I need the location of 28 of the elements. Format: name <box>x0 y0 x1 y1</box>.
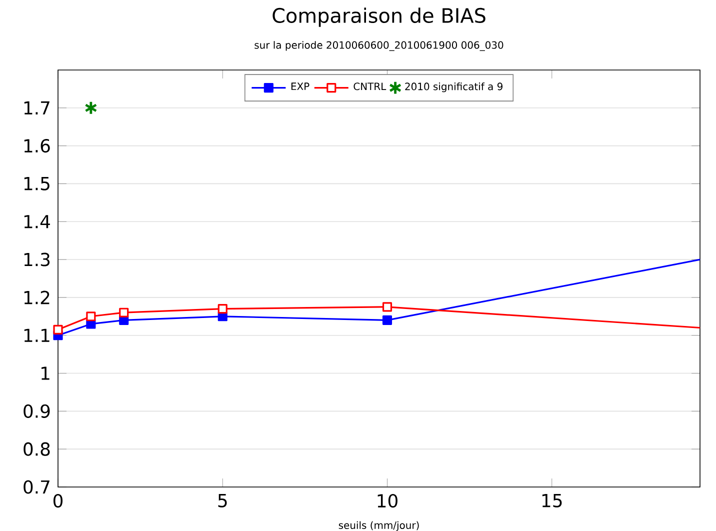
legend-label: 2010 significatif a 9 <box>405 82 502 92</box>
y-tick-label: 1.3 <box>24 252 50 266</box>
y-tick-label: 1.7 <box>24 101 50 114</box>
y-tick-label: 1.6 <box>24 139 50 153</box>
point <box>86 312 96 322</box>
chart-subtitle: sur la periode 2010060600_2010061900 006_030 <box>254 41 504 51</box>
legend-label: CNTRL <box>354 82 386 90</box>
point <box>84 100 98 116</box>
y-tick-label: 1.5 <box>24 177 50 190</box>
x-tick-label: 5 <box>218 494 227 508</box>
x-tick-label: 15 <box>542 494 562 508</box>
y-tick-label: 1.1 <box>24 328 50 342</box>
point <box>53 324 63 334</box>
x-tick-label: 10 <box>378 494 398 508</box>
point <box>119 308 129 318</box>
y-tick-label: 0.9 <box>24 404 50 418</box>
y-tick-label: 0.8 <box>24 442 50 456</box>
legend-label: EXP <box>291 82 310 90</box>
y-tick-label: 1 <box>42 366 50 380</box>
point <box>218 304 228 314</box>
x-tick-label: 0 <box>53 494 63 508</box>
point <box>382 315 392 325</box>
y-tick-label: 1.4 <box>24 215 50 228</box>
y-tick-label: 1.2 <box>24 290 50 304</box>
point <box>382 302 392 312</box>
chart-title: Comparaison de BIAS <box>272 8 486 27</box>
x-axis-title: seuils (mm/jour) <box>338 521 419 531</box>
y-tick-label: 0.7 <box>24 480 50 494</box>
